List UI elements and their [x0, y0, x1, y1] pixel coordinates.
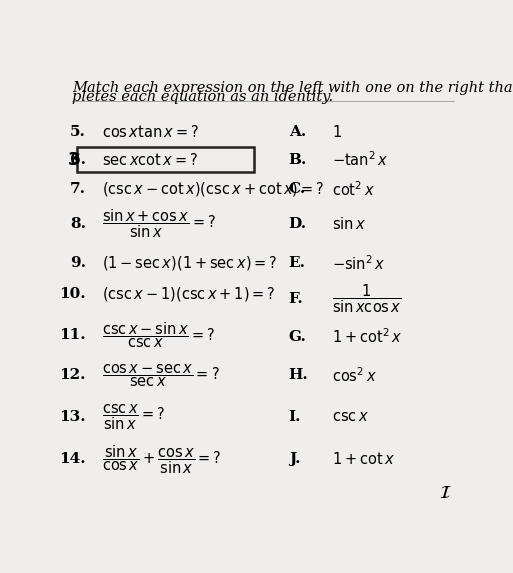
- Text: G.: G.: [289, 329, 307, 344]
- Text: 6.: 6.: [70, 153, 86, 167]
- Text: $\dfrac{\mathrm{csc}\, x}{\sin x} = ?$: $\dfrac{\mathrm{csc}\, x}{\sin x} = ?$: [102, 403, 165, 432]
- Text: A.: A.: [289, 125, 306, 139]
- Text: $-\sin^{2} x$: $-\sin^{2} x$: [332, 254, 386, 273]
- Text: H.: H.: [289, 368, 308, 382]
- Text: $1$: $1$: [332, 124, 342, 140]
- Text: E.: E.: [289, 256, 306, 270]
- Text: D.: D.: [289, 217, 307, 230]
- Text: $\cot^{2} x$: $\cot^{2} x$: [332, 180, 376, 199]
- Text: $-\tan^{2} x$: $-\tan^{2} x$: [332, 151, 389, 170]
- Text: $\dfrac{1}{\sin x\cos x}$: $\dfrac{1}{\sin x\cos x}$: [332, 282, 402, 315]
- Text: $(1 - \mathrm{sec}\, x)(1 + \mathrm{sec}\, x) = ?$: $(1 - \mathrm{sec}\, x)(1 + \mathrm{sec}…: [102, 254, 277, 272]
- Text: 5.: 5.: [70, 125, 86, 139]
- FancyBboxPatch shape: [77, 147, 254, 172]
- Text: F.: F.: [289, 292, 304, 305]
- Text: $\mathrm{sec}\, x\cot x = ?$: $\mathrm{sec}\, x\cot x = ?$: [102, 152, 198, 168]
- Text: 9.: 9.: [70, 256, 86, 270]
- Text: Match each expression on the left with one on the right that com-: Match each expression on the left with o…: [72, 81, 513, 95]
- Text: 11.: 11.: [60, 328, 86, 342]
- Text: $\cos^{2} x$: $\cos^{2} x$: [332, 366, 378, 384]
- Text: $\dfrac{\mathrm{csc}\, x - \sin x}{\mathrm{csc}\, x} = ?$: $\dfrac{\mathrm{csc}\, x - \sin x}{\math…: [102, 320, 215, 350]
- Text: B.: B.: [289, 153, 307, 167]
- Text: $\sin x$: $\sin x$: [332, 215, 367, 231]
- Text: $(\mathrm{csc}\, x - 1)(\mathrm{csc}\, x + 1) = ?$: $(\mathrm{csc}\, x - 1)(\mathrm{csc}\, x…: [102, 285, 275, 303]
- Text: $\dfrac{\sin x}{\cos x} + \dfrac{\cos x}{\sin x} = ?$: $\dfrac{\sin x}{\cos x} + \dfrac{\cos x}…: [102, 443, 222, 476]
- Text: 14.: 14.: [60, 452, 86, 466]
- Text: 13.: 13.: [60, 410, 86, 425]
- Text: 12.: 12.: [60, 368, 86, 382]
- Text: $\mathbf{3}$: $\mathbf{3}$: [67, 151, 81, 168]
- Text: $\mathrm{csc}\, x$: $\mathrm{csc}\, x$: [332, 410, 369, 425]
- Text: $\mathrm{cos}\, x\tan x = ?$: $\mathrm{cos}\, x\tan x = ?$: [102, 124, 199, 140]
- Text: $\mathcal{I}$: $\mathcal{I}$: [439, 484, 452, 502]
- Text: 7.: 7.: [70, 182, 86, 196]
- Text: $1 + \cot^{2} x$: $1 + \cot^{2} x$: [332, 327, 403, 346]
- Text: 10.: 10.: [60, 287, 86, 301]
- Text: J.: J.: [289, 452, 300, 466]
- Text: 8.: 8.: [70, 217, 86, 230]
- Text: $1 + \cot x$: $1 + \cot x$: [332, 451, 396, 467]
- Text: I.: I.: [289, 410, 301, 425]
- Text: $\dfrac{\sin x + \cos x}{\sin x} = ?$: $\dfrac{\sin x + \cos x}{\sin x} = ?$: [102, 207, 216, 240]
- Text: C.: C.: [289, 182, 306, 196]
- Text: $\dfrac{\cos x - \mathrm{sec}\, x}{\mathrm{sec}\, x} = ?$: $\dfrac{\cos x - \mathrm{sec}\, x}{\math…: [102, 362, 220, 388]
- Text: $(\mathrm{csc}\, x - \cot x)(\mathrm{csc}\, x + \cot x) = ?$: $(\mathrm{csc}\, x - \cot x)(\mathrm{csc…: [102, 180, 324, 198]
- Text: pletes each equation as an identity.: pletes each equation as an identity.: [72, 90, 333, 104]
